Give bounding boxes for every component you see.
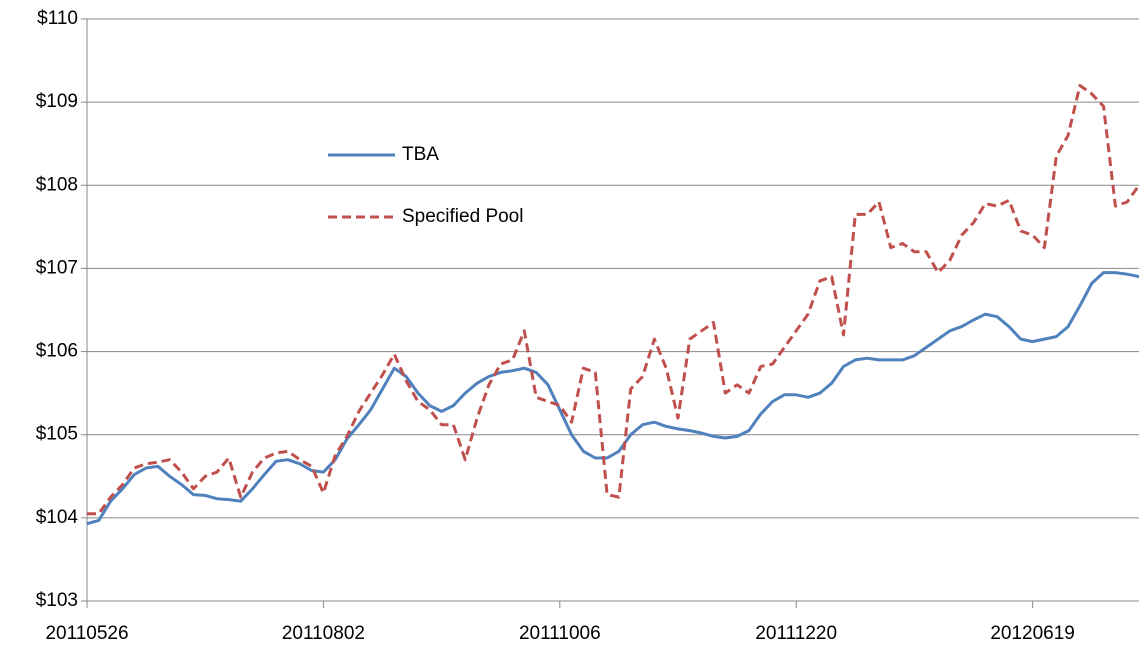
legend-label: Specified Pool [402, 206, 523, 227]
series-line [86, 271, 1139, 526]
y-tick-label: $109 [36, 91, 78, 112]
x-tick-label: 20110802 [282, 623, 365, 644]
x-tick-label: 20120619 [990, 623, 1075, 644]
x-tick-label: 20110526 [45, 623, 128, 644]
x-tick-label: 20111220 [755, 623, 837, 644]
y-tick-label: $110 [37, 8, 78, 29]
series-line [87, 84, 1139, 516]
legend-label: TBA [402, 144, 439, 165]
y-tick-label: $106 [36, 341, 78, 362]
y-tick-label: $107 [36, 257, 78, 278]
y-tick-label: $103 [36, 590, 78, 611]
y-tick-label: $105 [36, 424, 78, 445]
x-tick-label: 20111006 [519, 623, 601, 644]
y-tick-label: $104 [36, 507, 79, 528]
y-tick-label: $108 [36, 174, 78, 195]
